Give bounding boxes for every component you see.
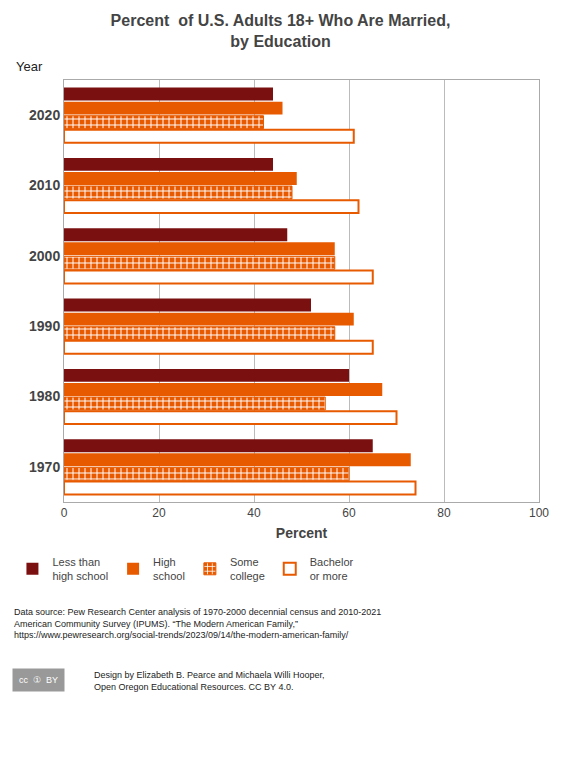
svg-text:80: 80 bbox=[437, 506, 451, 520]
svg-text:cc ① BY: cc ① BY bbox=[19, 675, 58, 685]
svg-text:2000: 2000 bbox=[29, 248, 60, 264]
svg-text:2020: 2020 bbox=[29, 107, 60, 123]
svg-text:Less thanhigh school: Less thanhigh school bbox=[52, 556, 108, 582]
svg-text:Year: Year bbox=[16, 59, 43, 74]
svg-text:1970: 1970 bbox=[29, 459, 60, 475]
svg-text:40: 40 bbox=[247, 506, 261, 520]
svg-text:Somecollege: Somecollege bbox=[230, 556, 265, 582]
svg-text:60: 60 bbox=[342, 506, 356, 520]
svg-text:Highschool: Highschool bbox=[153, 556, 185, 582]
svg-text:20: 20 bbox=[152, 506, 166, 520]
svg-text:2010: 2010 bbox=[29, 177, 60, 193]
svg-text:Data source: Pew Research Cent: Data source: Pew Research Center analysi… bbox=[14, 607, 381, 640]
svg-text:0: 0 bbox=[61, 506, 68, 520]
svg-text:Percent of U.S. Adults 18+ Wh: Percent of U.S. Adults 18+ Who Are Marri… bbox=[111, 12, 451, 50]
svg-text:Design by Elizabeth B. Pearce: Design by Elizabeth B. Pearce and Michae… bbox=[94, 670, 325, 692]
svg-text:1990: 1990 bbox=[29, 318, 60, 334]
svg-text:100: 100 bbox=[529, 506, 549, 520]
svg-text:Bacheloror more: Bacheloror more bbox=[310, 556, 354, 582]
svg-text:1980: 1980 bbox=[29, 388, 60, 404]
svg-text:Percent: Percent bbox=[276, 525, 328, 541]
